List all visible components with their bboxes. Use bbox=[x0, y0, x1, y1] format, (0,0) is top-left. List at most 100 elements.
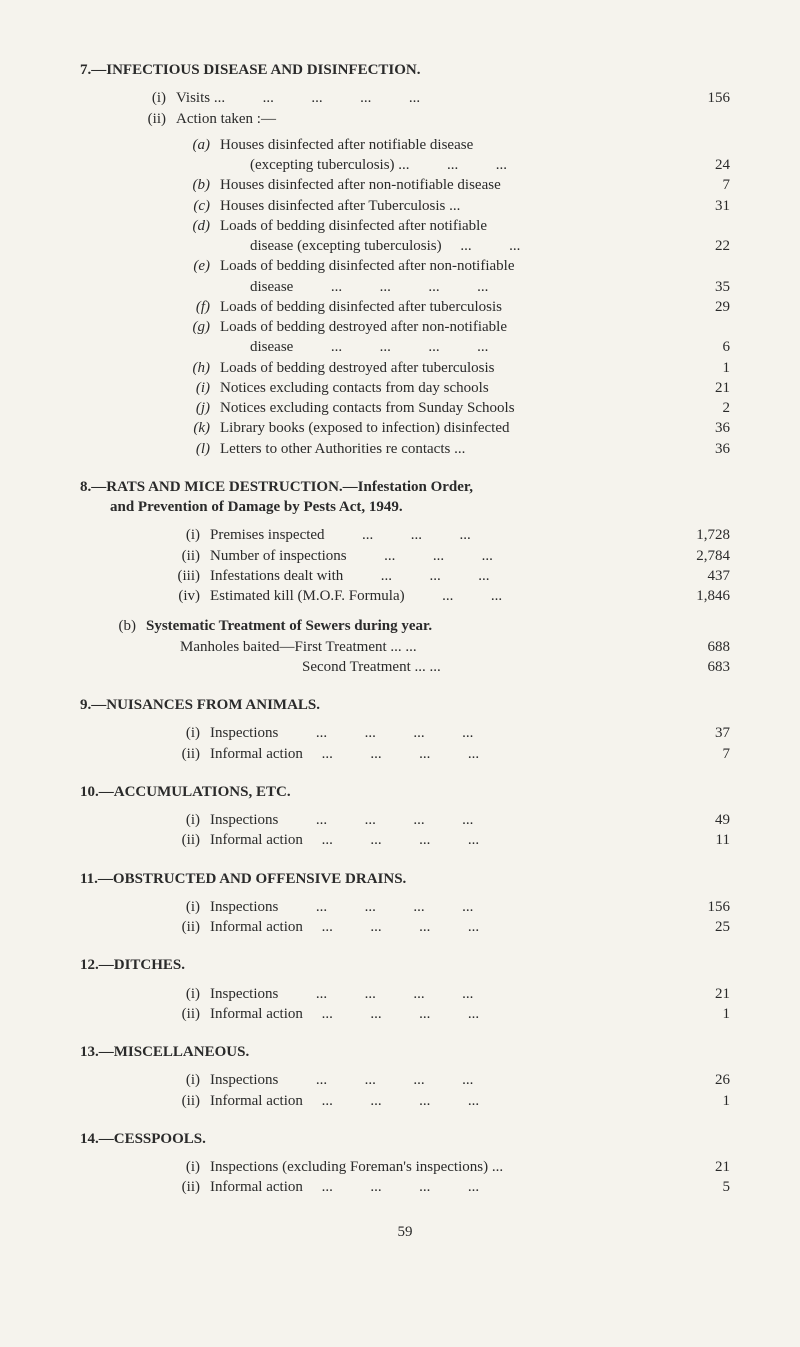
row-text: (excepting tuberculosis) ... ... ... bbox=[250, 155, 675, 175]
list-item: (j)Notices excluding contacts from Sunda… bbox=[80, 398, 730, 418]
row-label: (iii) bbox=[80, 566, 210, 586]
row-text: Premises inspected ... ... ... bbox=[210, 525, 675, 545]
row-value: 22 bbox=[675, 236, 730, 256]
row-value: 1,846 bbox=[675, 586, 730, 606]
sec12-r2: (ii) Informal action ... ... ... ... 1 bbox=[80, 1004, 730, 1024]
page-number: 59 bbox=[80, 1222, 730, 1242]
row-value: 688 bbox=[675, 637, 730, 657]
list-item: (b)Houses disinfected after non-notifiab… bbox=[80, 175, 730, 195]
row-value: 5 bbox=[675, 1177, 730, 1197]
row-label: (g) bbox=[80, 317, 220, 337]
sec9-r2: (ii) Informal action ... ... ... ... 7 bbox=[80, 744, 730, 764]
row-value: 24 bbox=[675, 155, 730, 175]
row-text: Library books (exposed to infection) dis… bbox=[220, 418, 675, 438]
sec14-r2: (ii) Informal action ... ... ... ... 5 bbox=[80, 1177, 730, 1197]
row-value: 21 bbox=[675, 1157, 730, 1177]
row-label: (k) bbox=[80, 418, 220, 438]
row-label: (i) bbox=[80, 897, 210, 917]
row-text: Houses disinfected after notifiable dise… bbox=[220, 135, 675, 155]
sec12-r1: (i) Inspections ... ... ... ... 21 bbox=[80, 984, 730, 1004]
row-value: 7 bbox=[675, 175, 730, 195]
sec8-b-r1: Manholes baited—First Treatment ... ... … bbox=[80, 637, 730, 657]
row-text: Inspections ... ... ... ... bbox=[210, 723, 675, 743]
row-value: 683 bbox=[675, 657, 730, 677]
list-item: (l)Letters to other Authorities re conta… bbox=[80, 439, 730, 459]
row-text: Informal action ... ... ... ... bbox=[210, 1091, 675, 1111]
row-value: 2 bbox=[675, 398, 730, 418]
row-value: 7 bbox=[675, 744, 730, 764]
row-label: (f) bbox=[80, 297, 220, 317]
row-text: Loads of bedding destroyed after tubercu… bbox=[220, 358, 675, 378]
row-label: (i) bbox=[80, 88, 176, 108]
row-text: Loads of bedding destroyed after non-not… bbox=[220, 317, 675, 337]
row-label: (ii) bbox=[80, 1091, 210, 1111]
row-label: (ii) bbox=[80, 917, 210, 937]
list-item: (e)Loads of bedding disinfected after no… bbox=[80, 256, 730, 276]
section-11-title: 11.—OBSTRUCTED AND OFFENSIVE DRAINS. bbox=[80, 869, 730, 889]
row-label: (ii) bbox=[80, 744, 210, 764]
list-item: (i)Notices excluding contacts from day s… bbox=[80, 378, 730, 398]
sec13-r2: (ii) Informal action ... ... ... ... 1 bbox=[80, 1091, 730, 1111]
list-item: (a)Houses disinfected after notifiable d… bbox=[80, 135, 730, 155]
section-9-title: 9.—NUISANCES FROM ANIMALS. bbox=[80, 695, 730, 715]
row-value: 2,784 bbox=[675, 546, 730, 566]
row-value: 26 bbox=[675, 1070, 730, 1090]
row-value: 1 bbox=[675, 358, 730, 378]
list-item: (iii)Infestations dealt with ... ... ...… bbox=[80, 566, 730, 586]
section-12: 12.—DITCHES. (i) Inspections ... ... ...… bbox=[80, 955, 730, 1024]
list-item: (f)Loads of bedding disinfected after tu… bbox=[80, 297, 730, 317]
row-value: 1 bbox=[675, 1004, 730, 1024]
row-value: 36 bbox=[675, 418, 730, 438]
sec8-rows: (i)Premises inspected ... ... ...1,728(i… bbox=[80, 525, 730, 606]
row-text: Inspections ... ... ... ... bbox=[210, 1070, 675, 1090]
row-text: Notices excluding contacts from Sunday S… bbox=[220, 398, 675, 418]
sec8-b-r2: Second Treatment ... ... 683 bbox=[80, 657, 730, 677]
sec10-r2: (ii) Informal action ... ... ... ... 11 bbox=[80, 830, 730, 850]
row-value: 1,728 bbox=[675, 525, 730, 545]
row-value: 29 bbox=[675, 297, 730, 317]
sec7-visits: (i) Visits ... ... ... ... ... 156 bbox=[80, 88, 730, 108]
row-value: 37 bbox=[675, 723, 730, 743]
row-text: Informal action ... ... ... ... bbox=[210, 1004, 675, 1024]
row-value: 6 bbox=[675, 337, 730, 357]
list-item: (d)Loads of bedding disinfected after no… bbox=[80, 216, 730, 236]
row-text: disease ... ... ... ... bbox=[250, 337, 675, 357]
row-text: Informal action ... ... ... ... bbox=[210, 917, 675, 937]
row-label: (i) bbox=[80, 525, 210, 545]
row-label: (ii) bbox=[80, 830, 210, 850]
row-label: (ii) bbox=[80, 1177, 210, 1197]
list-item-continuation: disease ... ... ... ...6 bbox=[80, 337, 730, 357]
row-text: Second Treatment ... ... bbox=[302, 657, 675, 677]
sec11-r1: (i) Inspections ... ... ... ... 156 bbox=[80, 897, 730, 917]
list-item: (i)Premises inspected ... ... ...1,728 bbox=[80, 525, 730, 545]
sec13-r1: (i) Inspections ... ... ... ... 26 bbox=[80, 1070, 730, 1090]
list-item: (h)Loads of bedding destroyed after tube… bbox=[80, 358, 730, 378]
row-label: (i) bbox=[80, 378, 220, 398]
row-value: 49 bbox=[675, 810, 730, 830]
list-item-continuation: disease (excepting tuberculosis) ... ...… bbox=[80, 236, 730, 256]
sec9-r1: (i) Inspections ... ... ... ... 37 bbox=[80, 723, 730, 743]
row-label: (ii) bbox=[80, 546, 210, 566]
row-text: Inspections ... ... ... ... bbox=[210, 984, 675, 1004]
section-10-title: 10.—ACCUMULATIONS, ETC. bbox=[80, 782, 730, 802]
section-8: 8.—RATS AND MICE DESTRUCTION.—Infestatio… bbox=[80, 477, 730, 677]
row-text: Inspections (excluding Foreman's inspect… bbox=[210, 1157, 675, 1177]
row-text: Loads of bedding disinfected after non-n… bbox=[220, 256, 675, 276]
row-label: (c) bbox=[80, 196, 220, 216]
row-text: Notices excluding contacts from day scho… bbox=[220, 378, 675, 398]
row-label: (iv) bbox=[80, 586, 210, 606]
row-value: 437 bbox=[675, 566, 730, 586]
row-value: 156 bbox=[675, 88, 730, 108]
row-text: Loads of bedding disinfected after notif… bbox=[220, 216, 675, 236]
section-9: 9.—NUISANCES FROM ANIMALS. (i) Inspectio… bbox=[80, 695, 730, 764]
row-text: Houses disinfected after Tuberculosis ..… bbox=[220, 196, 675, 216]
section-11: 11.—OBSTRUCTED AND OFFENSIVE DRAINS. (i)… bbox=[80, 869, 730, 938]
section-8-title1: 8.—RATS AND MICE DESTRUCTION.—Infestatio… bbox=[80, 477, 730, 497]
row-value: 21 bbox=[675, 378, 730, 398]
row-text: disease ... ... ... ... bbox=[250, 277, 675, 297]
row-value: 25 bbox=[675, 917, 730, 937]
section-13: 13.—MISCELLANEOUS. (i) Inspections ... .… bbox=[80, 1042, 730, 1111]
row-text: Letters to other Authorities re contacts… bbox=[220, 439, 675, 459]
row-label: (i) bbox=[80, 810, 210, 830]
sec10-r1: (i) Inspections ... ... ... ... 49 bbox=[80, 810, 730, 830]
